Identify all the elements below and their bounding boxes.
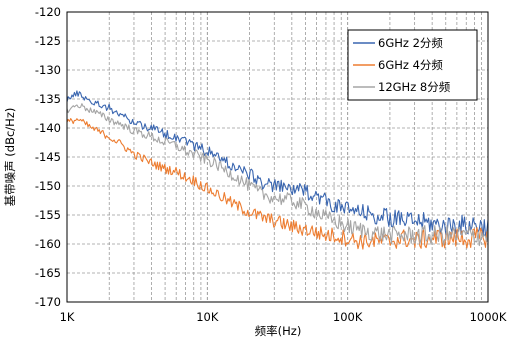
x-tick-labels: 1K 10K 100K 1000K [60, 310, 507, 324]
x-tick-label: 1K [60, 310, 75, 324]
y-axis-title: 基带噪声 (dBc/Hz) [3, 108, 17, 207]
y-tick-label: -155 [35, 208, 61, 222]
plot-frame [66, 11, 489, 303]
x-axis-title: 频率(Hz) [255, 324, 302, 338]
x-tick-label: 10K [196, 310, 219, 324]
x-tick-label: 100K [333, 310, 363, 324]
y-tick-label: -150 [35, 179, 61, 193]
series-line-3 [66, 103, 489, 247]
y-tick-label: -120 [35, 5, 61, 19]
y-tick-labels: -120 -125 -130 -135 -140 -145 -150 -155 -160 -165… [35, 5, 61, 309]
series-line-2 [66, 118, 489, 250]
y-tick-label: -125 [35, 34, 61, 48]
series-lines [66, 90, 489, 250]
series-line-1 [66, 90, 489, 238]
legend-label-series-2: 6GHz 4分频 [378, 58, 443, 72]
legend-label-series-1: 6GHz 2分频 [378, 36, 443, 50]
y-tick-label: -140 [35, 121, 61, 135]
y-tick-label: -135 [35, 92, 61, 106]
y-tick-label: -165 [35, 266, 61, 280]
x-tick-label: 1000K [470, 310, 507, 324]
y-tick-label: -130 [35, 63, 61, 77]
y-tick-label: -160 [35, 237, 61, 251]
legend-label-series-3: 12GHz 8分频 [378, 80, 451, 94]
legend: 6GHz 2分频 6GHz 4分频 12GHz 8分频 [347, 29, 478, 101]
y-tick-label: -170 [35, 295, 61, 309]
y-tick-label: -145 [35, 150, 61, 164]
